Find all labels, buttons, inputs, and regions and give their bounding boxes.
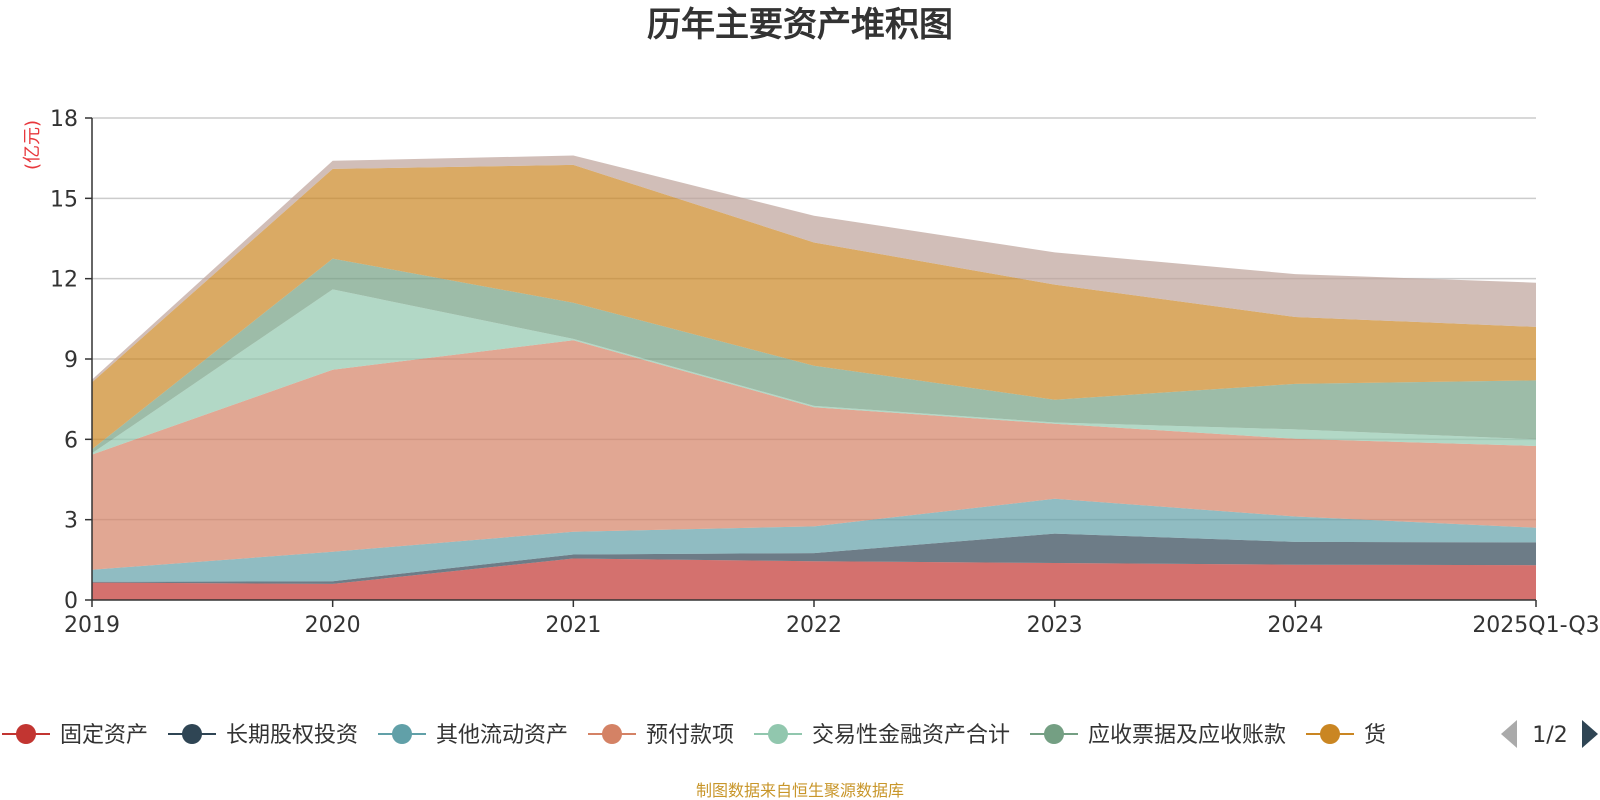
y-tick-label: 9 [64,348,78,373]
legend-item-6[interactable]: 应收票据及应收账款 [1030,723,1286,748]
legend-label: 交易性金融资产合计 [812,723,1010,748]
area-series-2[interactable] [92,533,1536,584]
x-tick-label: 2024 [1267,613,1323,638]
y-tick-label: 15 [50,187,78,212]
legend-label: 长期股权投资 [226,723,358,748]
chart-title: 历年主要资产堆积图 [647,5,953,45]
x-tick-label: 2025Q1-Q3 [1472,613,1599,638]
legend-item-4[interactable]: 预付款项 [588,723,734,748]
legend-item-7[interactable]: 货 [1306,723,1386,748]
legend-label: 其他流动资产 [436,723,568,748]
y-axis-ticks: 0 3 6 9 12 15 18 [50,107,92,614]
area-series-7[interactable] [92,164,1536,450]
x-tick-label: 2019 [64,613,120,638]
y-tick-label: 0 [64,589,78,614]
legend: 固定资产 长期股权投资 其他流动资产 预付款项 交易性金融资产合计 应收票据及应收账款 货 [2,723,1386,748]
x-tick-label: 2022 [786,613,842,638]
area-series-4[interactable] [92,340,1536,570]
data-source-note: 制图数据来自恒生聚源数据库 [696,781,904,800]
legend-marker-icon [392,724,412,744]
legend-label: 应收票据及应收账款 [1088,723,1286,748]
y-axis-unit: (亿元) [22,120,43,170]
legend-label: 预付款项 [646,723,734,748]
area-series-1[interactable] [92,558,1536,601]
area-series-3[interactable] [92,498,1536,582]
legend-item-2[interactable]: 长期股权投资 [168,723,358,748]
legend-marker-icon [1044,724,1064,744]
x-tick-label: 2020 [305,613,361,638]
area-series-6[interactable] [92,258,1536,454]
legend-item-1[interactable]: 固定资产 [2,723,148,748]
legend-item-3[interactable]: 其他流动资产 [378,723,568,748]
area-series-group [92,155,1536,601]
legend-page-indicator: 1/2 [1532,723,1567,748]
x-tick-label: 2021 [545,613,601,638]
y-tick-label: 18 [50,107,78,132]
legend-marker-icon [16,724,36,744]
legend-label: 固定资产 [60,723,148,748]
legend-marker-icon [602,724,622,744]
y-tick-label: 3 [64,509,78,534]
y-tick-label: 12 [50,268,78,293]
legend-marker-icon [182,724,202,744]
x-axis-ticks: 2019 2020 2021 2022 2023 2024 2025Q1-Q3 [64,600,1600,638]
legend-prev-page-icon[interactable] [1501,720,1517,748]
legend-next-page-icon[interactable] [1582,720,1598,748]
legend-marker-icon [768,724,788,744]
legend-label: 货 [1364,723,1386,748]
y-tick-label: 6 [64,428,78,453]
legend-item-5[interactable]: 交易性金融资产合计 [754,723,1010,748]
legend-marker-icon [1320,724,1340,744]
legend-pager: 1/2 [1501,720,1598,748]
x-tick-label: 2023 [1027,613,1083,638]
area-series-5[interactable] [92,289,1536,455]
